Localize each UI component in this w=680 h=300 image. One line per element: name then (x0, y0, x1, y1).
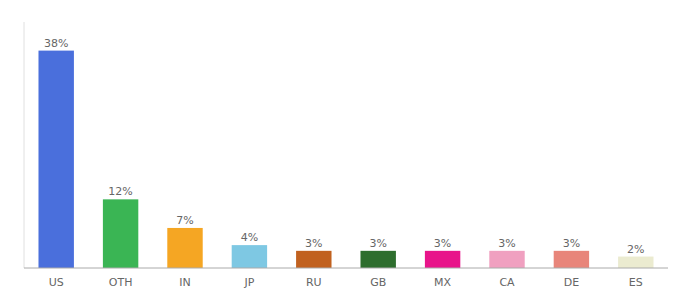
bar (103, 199, 138, 268)
x-tick-labels: US OTH IN JP RU GB MX CA DE ES (49, 276, 643, 289)
bar (489, 251, 524, 268)
x-tick-label: ES (629, 276, 643, 289)
bar (554, 251, 589, 268)
bar (360, 251, 395, 268)
data-label: 4% (241, 231, 258, 244)
bar (167, 228, 202, 268)
x-tick-label: CA (499, 276, 515, 289)
data-label: 3% (369, 237, 386, 250)
x-tick-label: OTH (109, 276, 133, 289)
data-label: 7% (176, 214, 193, 227)
data-label: 12% (108, 185, 132, 198)
x-tick-label: IN (179, 276, 190, 289)
bar (296, 251, 331, 268)
bar (38, 51, 73, 268)
bar (425, 251, 460, 268)
x-axis-line (24, 268, 668, 269)
data-label: 3% (563, 237, 580, 250)
data-label: 3% (498, 237, 515, 250)
data-label: 3% (305, 237, 322, 250)
chart-svg: 38% 12% 7% 4% 3% 3% 3% 3% 3% 2% US OTH IN JP RU GB MX CA D… (0, 0, 680, 300)
x-tick-label: JP (243, 276, 254, 289)
x-tick-label: DE (564, 276, 579, 289)
bar (618, 257, 653, 268)
bar (232, 245, 267, 268)
y-axis-line (24, 22, 25, 268)
data-label: 38% (44, 37, 68, 50)
x-tick-label: US (49, 276, 64, 289)
x-tick-label: MX (434, 276, 451, 289)
x-tick-label: GB (370, 276, 386, 289)
data-label: 2% (627, 243, 644, 256)
data-labels: 38% 12% 7% 4% 3% 3% 3% 3% 3% 2% (44, 37, 645, 256)
bars (38, 51, 653, 268)
x-tick-label: RU (306, 276, 322, 289)
chart-container: 38% 12% 7% 4% 3% 3% 3% 3% 3% 2% US OTH IN JP RU GB MX CA D… (0, 0, 680, 300)
data-label: 3% (434, 237, 451, 250)
